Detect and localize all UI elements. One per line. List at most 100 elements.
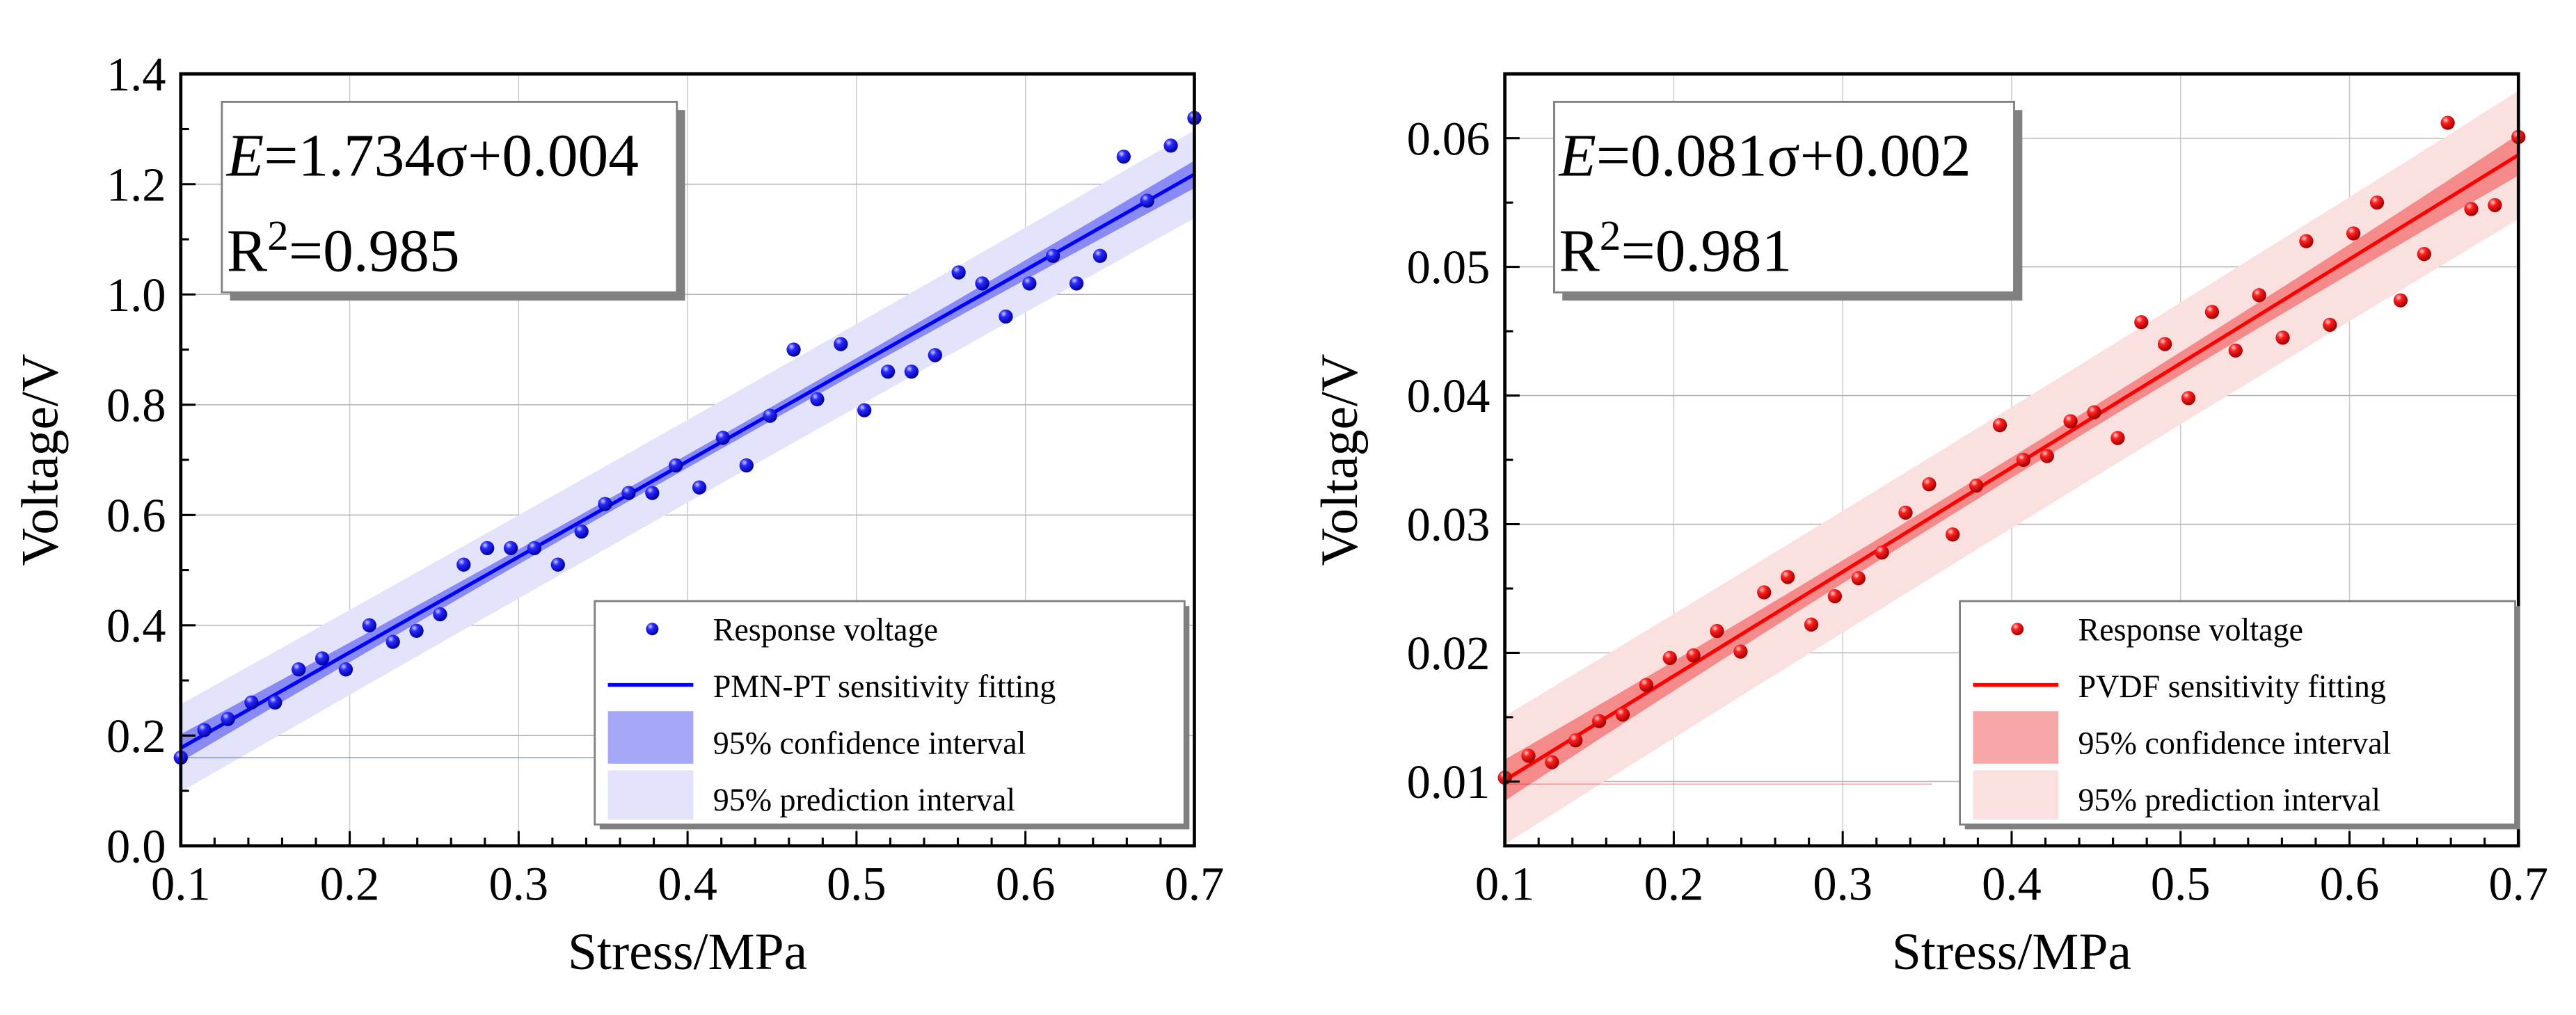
equation-rhs: =0.081σ+0.002 xyxy=(1596,122,1971,189)
data-point xyxy=(2040,449,2054,463)
data-point xyxy=(621,486,636,500)
data-point xyxy=(2299,234,2314,248)
data-point xyxy=(409,623,424,638)
y-tick-label: 0.04 xyxy=(1407,369,1490,422)
y-axis-label: Voltage/V xyxy=(1311,354,1369,566)
data-point xyxy=(2393,293,2408,307)
pvdf-chart: 0.1 0.2 0.3 0.4 0.5 0.6 0.7 0.01 0.02 0.03 0.04 0.0… xyxy=(1311,72,2548,981)
equation-lhs: E xyxy=(1558,122,1596,189)
data-point xyxy=(2204,305,2220,319)
data-point xyxy=(1686,648,1701,663)
data-point xyxy=(2110,431,2125,445)
data-point xyxy=(692,480,707,495)
data-point xyxy=(197,723,212,737)
legend-marker-prediction xyxy=(607,770,694,820)
legend-entry: 95% prediction interval xyxy=(713,782,1015,817)
r2-label: R xyxy=(227,217,268,285)
r-squared: R2=0.981 xyxy=(1559,212,1792,285)
data-point xyxy=(2369,195,2385,210)
y-tick-label: 0.05 xyxy=(1407,241,1490,294)
x-tick-label: 0.1 xyxy=(1475,858,1535,911)
data-point xyxy=(550,557,565,572)
data-point xyxy=(1804,617,1819,632)
legend: Response voltage PVDF sensitivity fitting… xyxy=(1959,600,2520,830)
x-tick-label: 0.6 xyxy=(996,858,1056,911)
fit-line xyxy=(1504,153,2519,782)
data-point xyxy=(999,309,1013,324)
legend-marker-confidence xyxy=(1973,711,2059,764)
data-point xyxy=(221,712,235,726)
y-tick-label: 0.01 xyxy=(1407,756,1490,808)
data-point xyxy=(598,497,612,511)
data-point xyxy=(1710,623,1724,639)
x-tick-label: 0.6 xyxy=(2320,858,2380,911)
fit-line xyxy=(180,173,1195,750)
y-tick-label: 0.03 xyxy=(1407,498,1490,551)
data-point xyxy=(2016,452,2031,467)
data-point xyxy=(645,486,660,500)
legend-entry: 95% confidence interval xyxy=(713,726,1026,761)
data-point xyxy=(244,695,259,710)
data-point xyxy=(362,618,376,632)
data-point xyxy=(786,342,801,357)
x-tick-label: 0.7 xyxy=(2488,858,2548,911)
legend-entry: 95% prediction interval xyxy=(2078,782,2380,817)
data-point xyxy=(1046,248,1060,263)
data-point xyxy=(1140,193,1154,208)
legend-marker-confidence xyxy=(607,711,694,764)
x-tick-label: 0.3 xyxy=(489,858,549,911)
data-point xyxy=(1568,733,1583,748)
data-point xyxy=(2228,343,2243,358)
data-point xyxy=(1092,248,1108,263)
fit-equation: E=1.734σ+0.004 xyxy=(225,122,639,189)
data-point xyxy=(1851,571,1866,586)
r2-value: =0.981 xyxy=(1621,217,1792,285)
data-point xyxy=(834,337,848,351)
data-point xyxy=(574,524,589,539)
y-tick-label: 1.0 xyxy=(106,269,166,321)
data-point xyxy=(880,365,896,379)
legend-marker-point xyxy=(2011,623,2024,636)
data-point xyxy=(2464,202,2479,216)
x-tick-label: 0.2 xyxy=(320,858,380,911)
data-point xyxy=(715,431,731,445)
x-axis-label: Stress/MPa xyxy=(1892,923,2131,981)
data-point xyxy=(739,458,754,473)
x-tick-label: 0.4 xyxy=(658,858,717,911)
data-point xyxy=(268,695,283,710)
data-point xyxy=(1545,755,1559,769)
data-point xyxy=(1757,585,1772,600)
y-tick-label: 1.2 xyxy=(106,158,166,211)
x-tick-label: 0.5 xyxy=(827,858,887,911)
data-point xyxy=(810,392,825,407)
data-point xyxy=(1733,644,1748,659)
data-point xyxy=(857,403,872,417)
data-point xyxy=(1069,276,1084,291)
r2-value: =0.985 xyxy=(289,217,460,285)
data-point xyxy=(315,651,330,666)
data-point xyxy=(338,662,353,677)
x-tick-label: 0.5 xyxy=(2151,858,2211,911)
data-point xyxy=(975,276,989,291)
r2-superscript: 2 xyxy=(1600,212,1621,259)
data-point xyxy=(2440,115,2455,130)
data-point xyxy=(456,557,471,572)
data-point xyxy=(1946,527,1960,542)
data-point xyxy=(1615,708,1630,722)
fit-equation: E=0.081σ+0.002 xyxy=(1558,122,1971,189)
x-tick-label: 0.7 xyxy=(1165,858,1225,911)
data-point xyxy=(2157,337,2172,351)
equation-box xyxy=(221,100,678,294)
data-point xyxy=(1875,545,1889,560)
data-point xyxy=(1898,505,1913,520)
legend-entry: Response voltage xyxy=(713,612,938,648)
x-tick-label: 0.3 xyxy=(1813,858,1873,911)
data-point xyxy=(1780,570,1795,584)
r2-superscript: 2 xyxy=(267,212,289,259)
data-point xyxy=(527,541,542,555)
data-point xyxy=(1639,678,1654,692)
data-point xyxy=(1992,417,2007,433)
equation-lhs: E xyxy=(225,122,264,189)
data-point xyxy=(928,348,942,362)
